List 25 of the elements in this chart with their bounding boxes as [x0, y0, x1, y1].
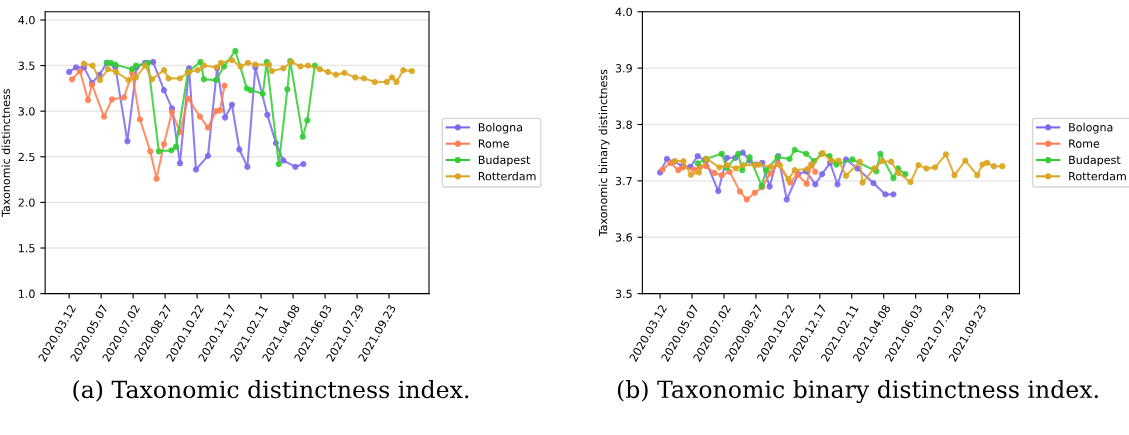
- text: (b) Taxonomic binary distinctness index.: [617, 379, 1098, 404]
- y-axis-title: Taxonomic distinctness: [1, 88, 11, 217]
- y-tick-label: 1.5: [18, 244, 35, 253]
- y-tick-label: 3.7: [615, 176, 632, 186]
- y-tick-label: 3.9: [615, 64, 632, 73]
- y-tick-label: 1.0: [18, 289, 35, 298]
- legend-label: Rotterdam: [1069, 171, 1126, 181]
- text: (a) Taxonomic distinctness index.: [73, 380, 469, 402]
- legend-label: Budapest: [478, 155, 531, 167]
- y-tick-label: 3.5: [615, 289, 632, 298]
- y-tick-label: 3.5: [18, 61, 35, 70]
- legend-label: Bologna: [1069, 122, 1113, 134]
- y-tick-label: 4.0: [615, 7, 632, 17]
- legend-label: Bologna: [478, 122, 523, 134]
- legend-label: Rome: [1069, 139, 1100, 148]
- legend-label: Rotterdam: [478, 171, 536, 181]
- y-tick-label: 3.8: [615, 120, 632, 129]
- y-tick-label: 2.5: [18, 152, 35, 162]
- legend-label: Rome: [478, 139, 509, 148]
- legend-label: Budapest: [1069, 155, 1121, 167]
- y-tick-label: 2.0: [18, 198, 35, 207]
- y-tick-label: 3.6: [615, 233, 632, 242]
- y-tick-label: 4.0: [18, 15, 35, 25]
- y-axis-title: Taxonomic binary distinctness: [598, 69, 610, 237]
- y-tick-label: 3.0: [18, 107, 35, 116]
